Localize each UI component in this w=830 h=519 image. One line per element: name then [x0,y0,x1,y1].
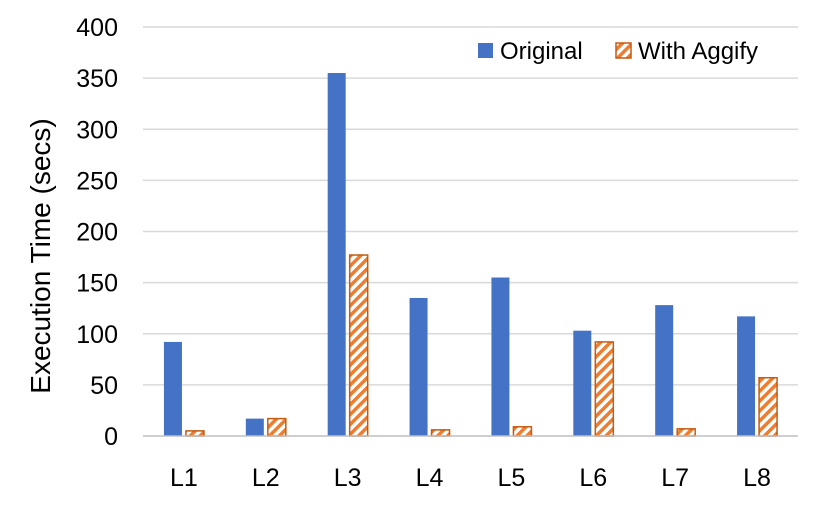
x-tick-label: L8 [743,464,771,492]
bar-original-l7 [655,305,674,436]
bar-original-l4 [409,297,428,436]
bar-original-l2 [245,418,264,436]
bar-with-aggify-l7 [676,428,696,437]
x-tick-label: L5 [498,464,526,492]
bar-with-aggify-l5 [512,426,533,437]
y-tick-label: 350 [76,65,118,93]
bar-with-aggify-l6 [594,341,615,437]
y-tick-label: 300 [76,116,118,144]
bar-with-aggify-l3 [348,254,369,437]
y-tick-label: 50 [90,372,118,400]
axes: 0 50 100 150 200 250 300 350 400 L1 L2 L3 L4 L5 L6 L7 L8 [76,14,798,492]
legend-swatch-original [478,43,493,58]
x-tick-label: L7 [661,464,689,492]
legend-label-original: Original [500,38,583,65]
x-tick-label: L1 [170,464,198,492]
y-tick-label: 400 [76,14,118,42]
x-tick-label: L2 [252,464,280,492]
gridlines [143,26,798,386]
x-tick-label: L4 [416,464,444,492]
bar-original-l5 [491,277,510,436]
x-tick-label: L6 [579,464,607,492]
bar-with-aggify-l1 [185,430,205,437]
legend-label-with-aggify: With Aggify [638,38,758,65]
y-axis-title: Execution Time (secs) [25,118,56,393]
bar-original-l6 [573,330,592,436]
y-tick-label: 200 [76,219,118,247]
bar-with-aggify-l4 [430,429,451,437]
bars [163,73,778,437]
bar-original-l3 [327,73,346,436]
y-tick-label: 250 [76,167,118,195]
bar-original-l8 [737,316,756,436]
y-tick-label: 100 [76,321,118,349]
legend-swatch-with-aggify [615,42,632,59]
bar-with-aggify-l8 [758,376,778,437]
x-tick-label: L3 [334,464,362,492]
bar-with-aggify-l2 [267,417,287,437]
y-tick-label: 0 [104,423,118,451]
bar-original-l1 [163,341,182,436]
legend: Original With Aggify [478,38,758,65]
y-tick-label: 150 [76,270,118,298]
